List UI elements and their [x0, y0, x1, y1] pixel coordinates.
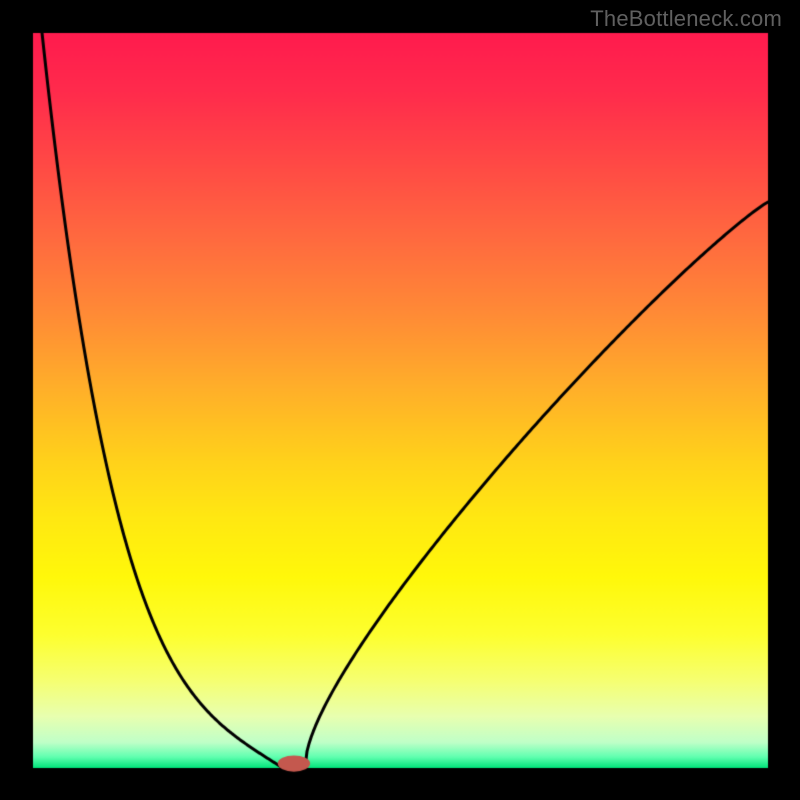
bottleneck-chart	[0, 0, 800, 800]
watermark-text: TheBottleneck.com	[590, 6, 782, 32]
